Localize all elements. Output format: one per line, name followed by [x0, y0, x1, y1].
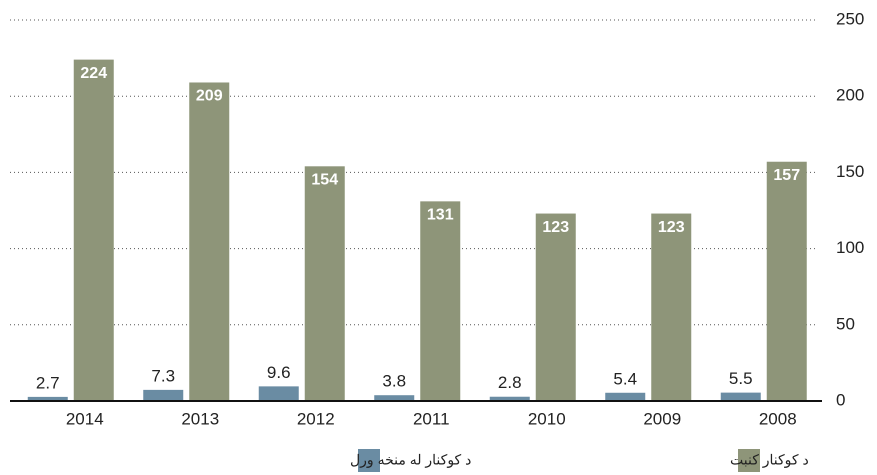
- x-tick-label: 2008: [759, 409, 797, 428]
- y-tick-label: 150: [836, 162, 864, 181]
- y-tick-label: 250: [836, 9, 864, 28]
- value-label: 7.3: [151, 366, 175, 385]
- y-tick-label: 50: [836, 314, 855, 333]
- value-label: 3.8: [382, 372, 406, 391]
- legend-swatch: [738, 449, 760, 472]
- bar: [73, 59, 114, 402]
- value-label: 123: [658, 219, 685, 236]
- value-label: 9.6: [267, 363, 291, 382]
- value-label: 209: [196, 88, 223, 105]
- x-tick-label: 2013: [181, 409, 219, 428]
- x-tick-label: 2010: [528, 409, 566, 428]
- bar: [258, 386, 299, 401]
- x-tick-label: 2011: [413, 409, 450, 428]
- x-tick-label: 2014: [66, 409, 104, 428]
- legend-swatch: [358, 449, 380, 472]
- bar: [27, 396, 68, 401]
- bar: [374, 395, 415, 401]
- bar: [720, 392, 761, 401]
- value-label: 5.4: [613, 369, 637, 388]
- y-tick-label: 100: [836, 238, 864, 257]
- bar: [766, 161, 807, 401]
- value-label: 123: [542, 219, 569, 236]
- value-label: 157: [773, 167, 800, 184]
- value-label: 224: [80, 65, 107, 82]
- bar: [420, 201, 461, 401]
- y-tick-label: 200: [836, 86, 864, 105]
- legend-label: د کوکنار کنبت: [730, 452, 809, 469]
- value-label: 154: [311, 172, 338, 189]
- value-label: 5.5: [729, 369, 753, 388]
- value-label: 2.7: [36, 373, 60, 392]
- value-label: 131: [427, 207, 454, 224]
- bar: [651, 213, 692, 401]
- y-tick-label: 0: [836, 390, 845, 409]
- bar: [605, 392, 646, 401]
- bar: [489, 396, 530, 401]
- value-label: 2.8: [498, 373, 522, 392]
- bar: [143, 389, 184, 401]
- legend-label: د کوکنار له منخه ورل: [350, 452, 471, 469]
- bar: [304, 166, 345, 401]
- x-tick-label: 2012: [297, 409, 335, 428]
- bar: [535, 213, 576, 401]
- x-tick-label: 2009: [643, 409, 681, 428]
- bar: [189, 82, 230, 401]
